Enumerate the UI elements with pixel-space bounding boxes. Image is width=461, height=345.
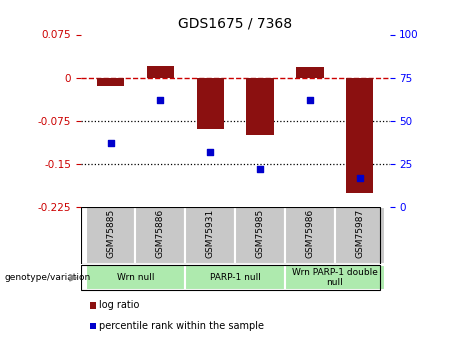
Text: percentile rank within the sample: percentile rank within the sample [99, 321, 264, 331]
Text: log ratio: log ratio [99, 300, 140, 310]
Bar [246, 78, 274, 135]
Bar [147, 66, 174, 78]
Bar [86, 207, 136, 264]
Text: GSM75885: GSM75885 [106, 209, 115, 258]
Text: genotype/variation: genotype/variation [5, 273, 91, 282]
Bar [296, 67, 324, 78]
Bar [346, 78, 373, 193]
Bar [196, 78, 224, 129]
Bar [235, 207, 285, 264]
Bar [335, 207, 384, 264]
Bar [86, 265, 185, 290]
Bar [285, 265, 384, 290]
Text: Wrn PARP-1 double
null: Wrn PARP-1 double null [292, 268, 378, 287]
Text: GSM75931: GSM75931 [206, 209, 215, 258]
Point [207, 149, 214, 155]
Bar [97, 78, 124, 86]
Bar [185, 265, 285, 290]
Point [256, 166, 264, 172]
Bar [285, 207, 335, 264]
Text: Wrn null: Wrn null [117, 273, 154, 282]
Text: GSM75987: GSM75987 [355, 209, 364, 258]
Bar [136, 207, 185, 264]
Text: PARP-1 null: PARP-1 null [210, 273, 260, 282]
Title: GDS1675 / 7368: GDS1675 / 7368 [178, 17, 292, 31]
Text: GSM75985: GSM75985 [255, 209, 265, 258]
Text: GSM75986: GSM75986 [305, 209, 314, 258]
Point [356, 175, 363, 180]
Point [107, 140, 114, 146]
Point [157, 97, 164, 103]
Text: GSM75886: GSM75886 [156, 209, 165, 258]
Point [306, 97, 313, 103]
Bar [185, 207, 235, 264]
